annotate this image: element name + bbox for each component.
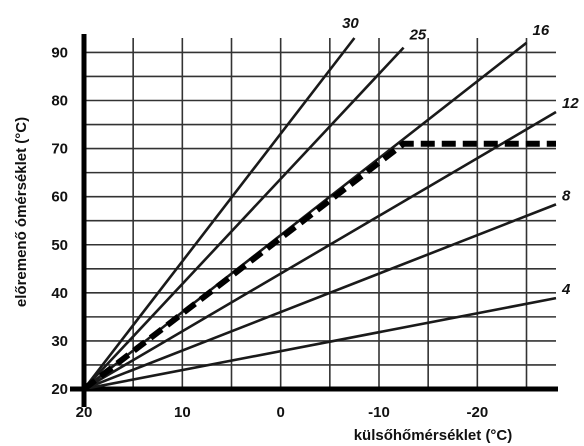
max-flow-temperature-limit-line — [82, 140, 556, 392]
y-tick-label: 20 — [51, 381, 68, 398]
x-tick-label: 20 — [76, 404, 93, 421]
x-tick-label: 10 — [174, 404, 191, 421]
heating-curve-line — [84, 203, 557, 389]
labels: 20 30 40 50 60 70 80 90 20 10 0 -10 -20 30 25 16 12 8 4 — [51, 15, 579, 421]
y-tick-label: 60 — [51, 189, 68, 206]
curve-label: 16 — [533, 22, 550, 39]
x-tick-label: -10 — [368, 404, 390, 421]
y-axis-label: előremenő ómérséklet (°C) — [13, 117, 30, 307]
y-tick-label: 30 — [51, 333, 68, 350]
heating-curve-line — [84, 296, 557, 389]
y-tick-label: 70 — [51, 141, 68, 158]
curve-label: 8 — [562, 187, 571, 204]
series-lines — [82, 37, 557, 392]
curve-label: 30 — [342, 15, 359, 32]
y-tick-label: 40 — [51, 285, 68, 302]
y-tick-label: 90 — [51, 44, 68, 61]
y-tick-label: 80 — [51, 93, 68, 110]
curve-label: 25 — [409, 27, 427, 44]
y-tick-label: 50 — [51, 237, 68, 254]
heating-curve-line — [84, 37, 356, 389]
curve-label: 4 — [561, 281, 571, 298]
x-axis-label: külsőhőmérséklet (°C) — [354, 427, 513, 444]
heating-curve-line — [84, 46, 405, 389]
axes — [70, 34, 558, 407]
curve-label: 12 — [562, 95, 579, 112]
x-tick-label: -20 — [466, 404, 488, 421]
grid — [84, 38, 556, 389]
x-tick-label: 0 — [276, 404, 284, 421]
heating-curve-line — [84, 110, 557, 389]
